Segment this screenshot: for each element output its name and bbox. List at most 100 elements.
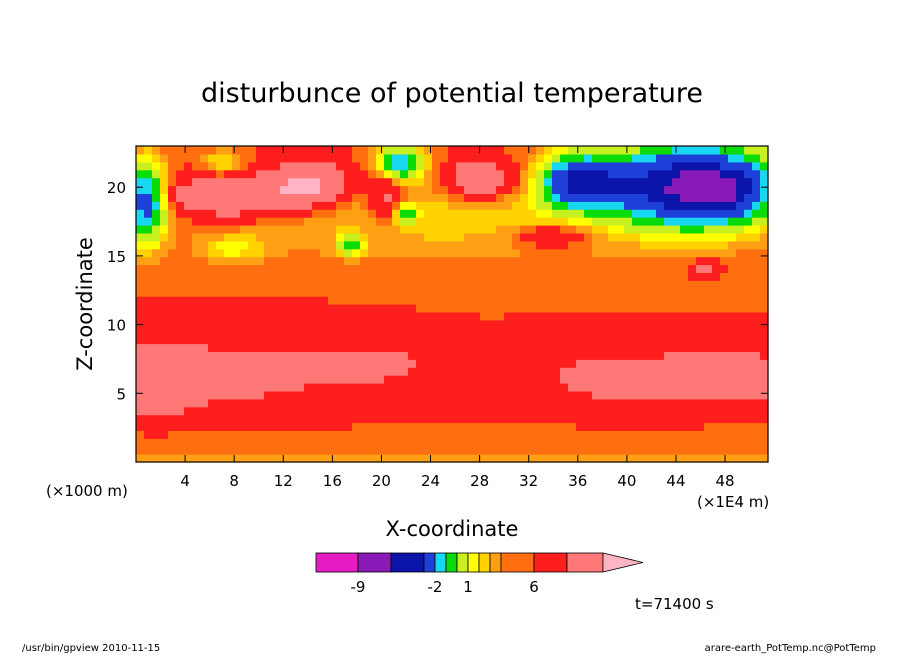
field-cell (280, 272, 289, 281)
field-cell (584, 406, 593, 416)
field-cell (136, 177, 145, 187)
field-cell (752, 390, 761, 400)
field-cell (608, 146, 617, 155)
field-cell (304, 304, 313, 313)
field-cell (192, 193, 201, 202)
field-cell (232, 319, 241, 329)
field-cell (664, 193, 673, 202)
field-cell (320, 343, 329, 352)
field-cell (248, 264, 257, 273)
field-cell (632, 351, 641, 360)
field-cell (528, 225, 537, 234)
field-cell (584, 367, 593, 376)
field-cell (664, 177, 673, 187)
field-cell (480, 351, 489, 360)
field-cell (240, 161, 249, 171)
field-cell (640, 390, 649, 400)
field-cell (624, 422, 633, 431)
field-cell (672, 422, 681, 431)
field-cell (200, 390, 209, 400)
field-cell (544, 296, 553, 305)
field-cell (520, 209, 529, 218)
field-cell (304, 185, 313, 194)
field-cell (360, 177, 369, 187)
field-cell (688, 422, 697, 431)
x-tick-label: 40 (617, 472, 636, 490)
colorbar-segment (478, 552, 491, 573)
field-cell (200, 422, 209, 431)
field-cell (384, 311, 393, 321)
field-cell (344, 343, 353, 352)
field-cell (624, 256, 633, 266)
field-cell (632, 343, 641, 352)
field-cell (288, 335, 297, 345)
field-cell (728, 153, 737, 163)
field-cell (160, 248, 169, 258)
field-cell (144, 146, 153, 155)
field-cell (464, 311, 473, 321)
field-cell (568, 288, 577, 297)
field-cell (696, 398, 705, 408)
field-cell (440, 367, 449, 376)
field-cell (744, 225, 753, 234)
field-cell (160, 288, 169, 297)
field-cell (536, 225, 545, 234)
field-cell (560, 383, 569, 392)
field-cell (328, 161, 337, 171)
field-cell (712, 304, 721, 313)
field-cell (760, 335, 769, 345)
field-cell (744, 319, 753, 329)
field-cell (312, 177, 321, 187)
field-cell (760, 398, 769, 408)
field-cell (648, 375, 657, 384)
field-cell (584, 446, 593, 455)
field-cell (296, 248, 305, 258)
field-cell (528, 430, 537, 439)
field-cell (408, 422, 417, 431)
field-cell (240, 296, 249, 305)
field-cell (288, 146, 297, 155)
field-cell (616, 256, 625, 266)
field-cell (232, 161, 241, 171)
field-cell (712, 319, 721, 329)
field-cell (152, 351, 161, 360)
field-cell (216, 375, 225, 384)
field-cell (296, 335, 305, 345)
field-cell (760, 240, 769, 250)
field-cell (488, 146, 497, 155)
field-cell (480, 296, 489, 305)
field-cell (528, 446, 537, 455)
field-cell (248, 414, 257, 424)
field-cell (408, 438, 417, 447)
field-cell (384, 390, 393, 400)
field-cell (400, 367, 409, 376)
field-cell (312, 248, 321, 258)
field-cell (200, 264, 209, 273)
field-cell (576, 217, 585, 226)
field-cell (600, 169, 609, 179)
field-cell (352, 217, 361, 226)
field-cell (728, 351, 737, 360)
field-cell (336, 304, 345, 313)
field-cell (312, 438, 321, 447)
field-cell (208, 185, 217, 194)
field-cell (536, 398, 545, 408)
field-cell (384, 185, 393, 194)
field-cell (416, 359, 425, 368)
field-cell (592, 201, 601, 210)
field-cell (272, 240, 281, 250)
field-cell (376, 304, 385, 313)
field-cell (544, 430, 553, 439)
field-cell (552, 351, 561, 360)
field-cell (272, 438, 281, 447)
field-cell (392, 248, 401, 258)
field-cell (312, 406, 321, 416)
colorbar-tick-label: -2 (428, 578, 443, 596)
field-cell (224, 264, 233, 273)
field-cell (368, 161, 377, 171)
field-cell (376, 311, 385, 321)
field-cell (648, 406, 657, 416)
field-cell (696, 454, 705, 463)
field-cell (664, 217, 673, 226)
